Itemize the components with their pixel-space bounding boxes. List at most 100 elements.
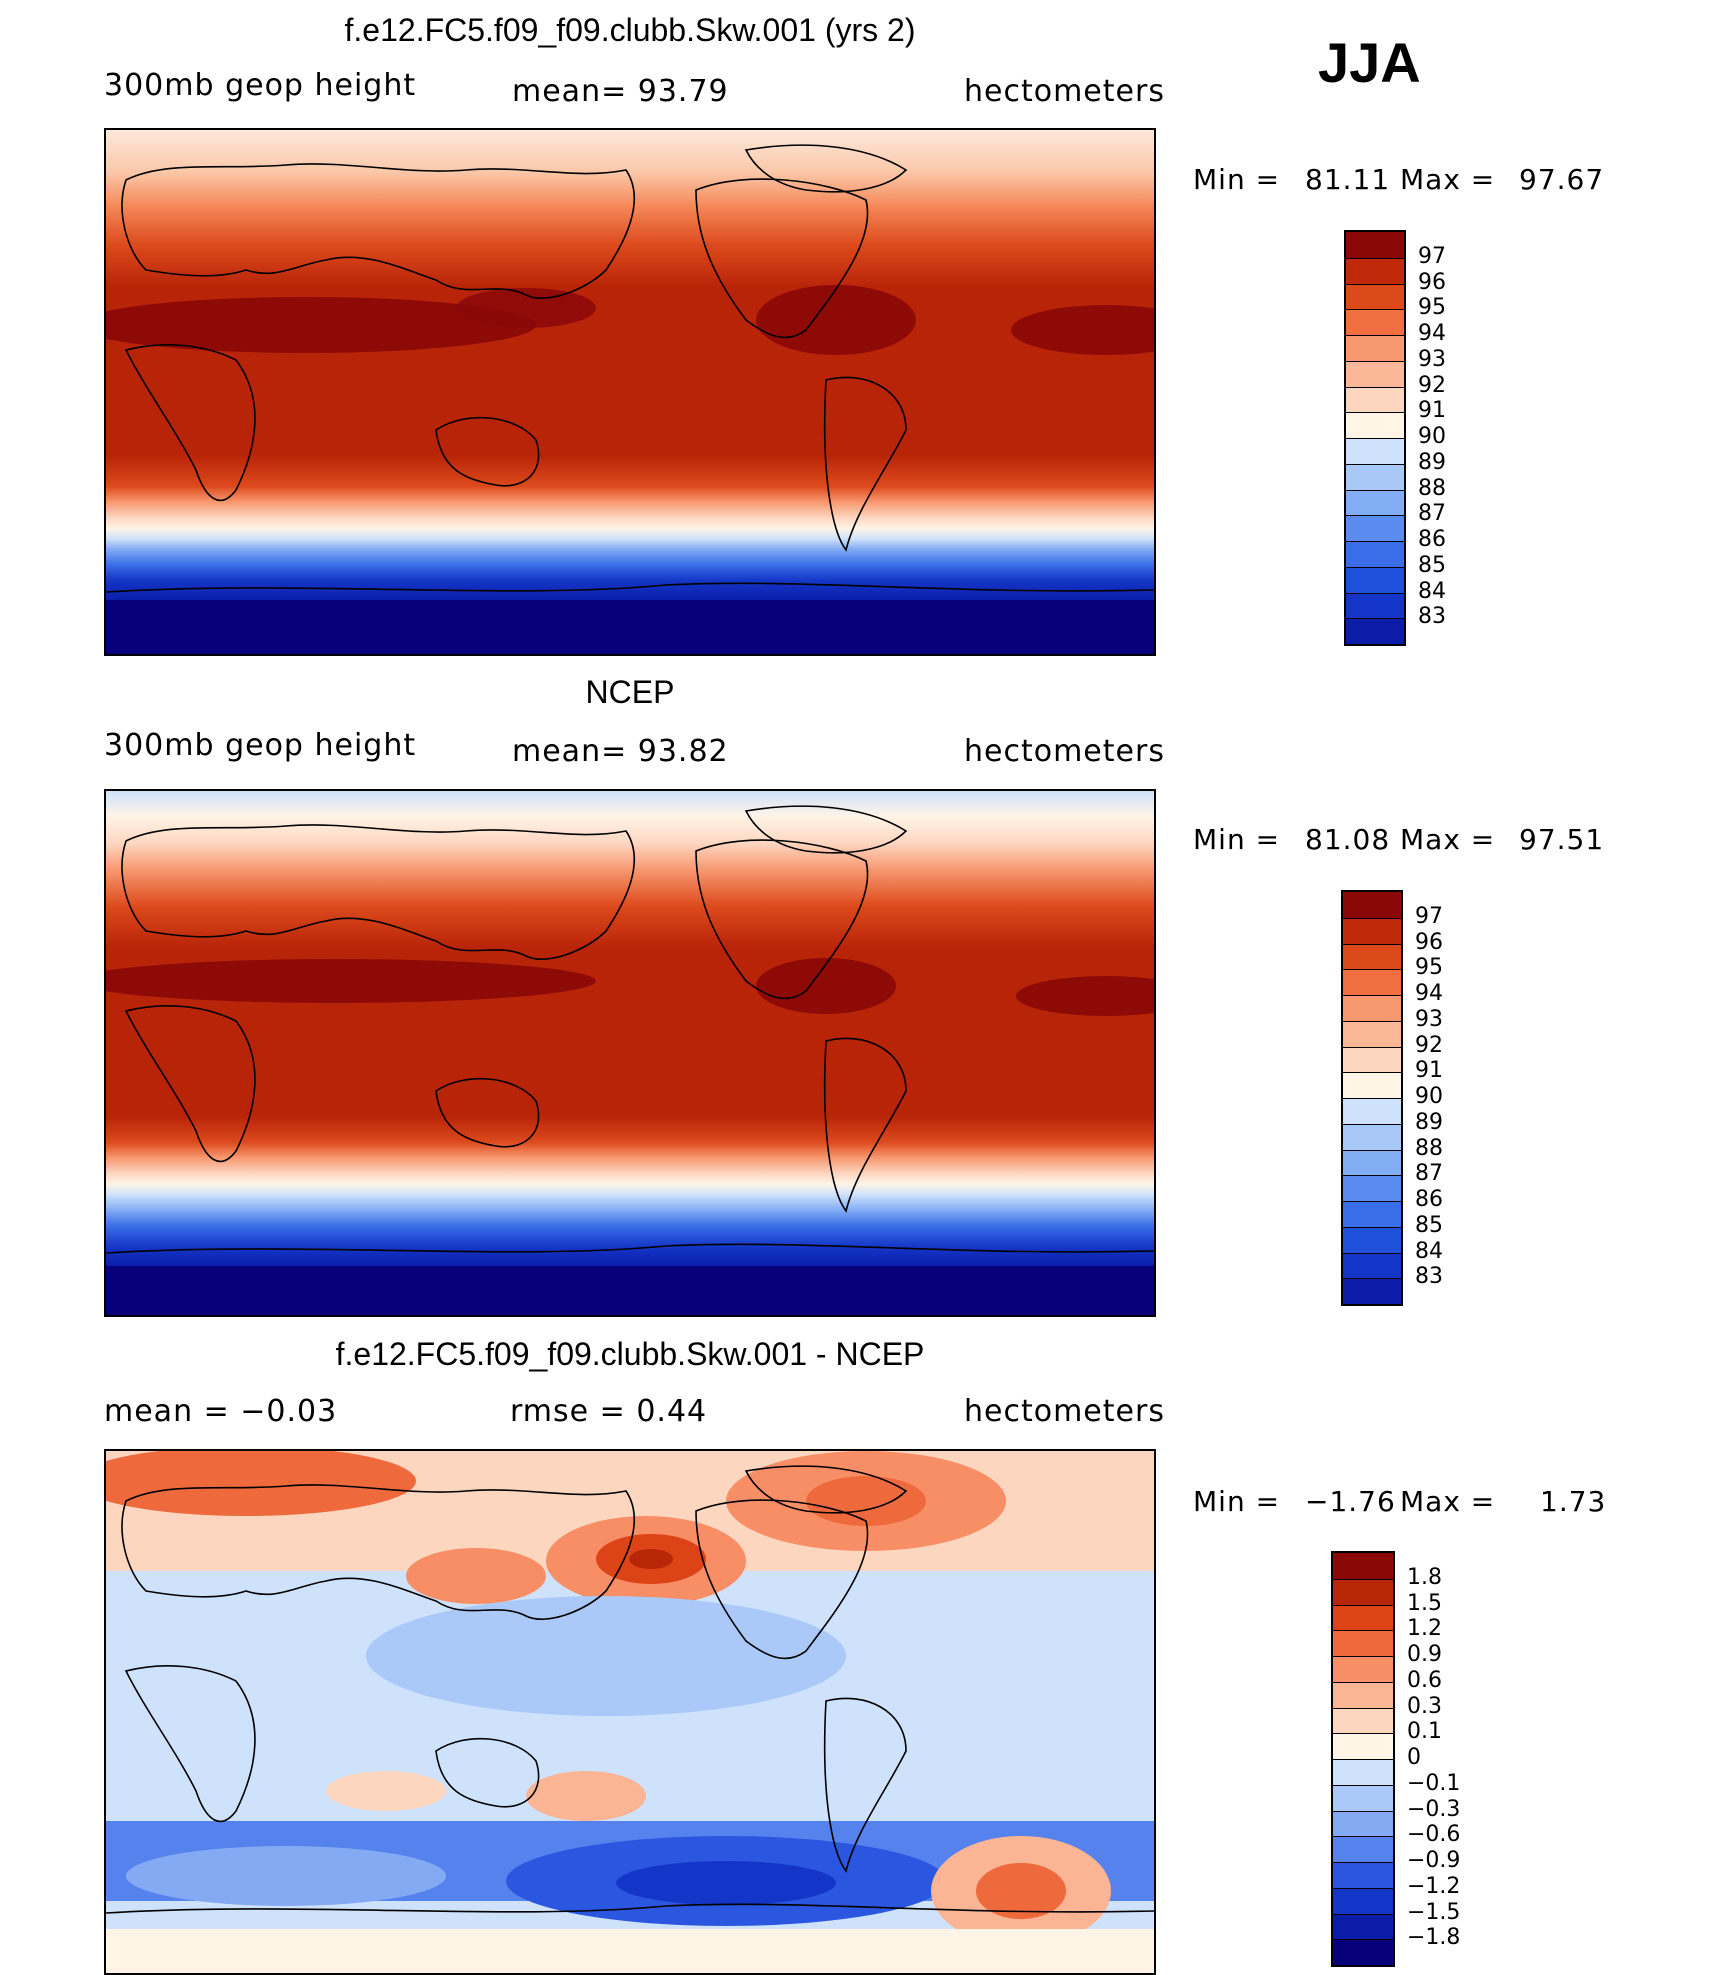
colorbar-tick-label: 0.1 <box>1407 1719 1442 1745</box>
colorbar-tick-label: 92 <box>1415 1032 1443 1058</box>
panel3-min-label: Min = <box>1193 1485 1281 1518</box>
colorbar-tick-label: −0.6 <box>1407 1822 1461 1848</box>
colorbar-tick-label: 87 <box>1415 1161 1443 1187</box>
colorbar-tick-label: 88 <box>1418 475 1446 501</box>
colorbar-tick-label: −0.3 <box>1407 1796 1461 1822</box>
panel1-variable-label: 300mb geop height <box>104 68 417 103</box>
panel3-pos-indian <box>326 1771 446 1811</box>
colorbar-tick-label: 93 <box>1418 346 1446 372</box>
colorbar-cell <box>1346 283 1404 310</box>
colorbar-tick-label: 86 <box>1415 1187 1443 1212</box>
panel3-colorbar <box>1331 1551 1395 1967</box>
colorbar-cell <box>1343 1123 1401 1150</box>
colorbar-tick-label: 0.3 <box>1407 1693 1442 1719</box>
panel2-field <box>106 791 1154 1315</box>
colorbar-tick-label: 92 <box>1418 372 1446 398</box>
colorbar-tick-label: −0.1 <box>1407 1770 1461 1796</box>
colorbar-tick-label: 95 <box>1415 955 1443 981</box>
colorbar-cell <box>1346 309 1404 335</box>
colorbar-tick-label: 1.8 <box>1407 1564 1442 1590</box>
panel2-coastlines <box>106 805 1154 1254</box>
colorbar-cell <box>1346 438 1404 464</box>
colorbar-tick-label: 84 <box>1415 1238 1443 1264</box>
panel2-title: NCEP <box>585 674 675 710</box>
colorbar-cell <box>1343 943 1401 970</box>
colorbar-cell <box>1346 592 1404 619</box>
panel1-high-pacific <box>456 288 596 328</box>
colorbar-cell <box>1343 1072 1401 1098</box>
panel3-coastlines <box>106 1465 1154 1914</box>
colorbar-tick-label: 97 <box>1415 903 1443 929</box>
panel1-title: f.e12.FC5.f09_f09.clubb.Skw.001 (yrs 2) <box>344 12 916 48</box>
colorbar-cell <box>1333 1733 1393 1759</box>
colorbar-tick-label: 1.5 <box>1407 1590 1442 1616</box>
panel1-field <box>106 130 1154 654</box>
colorbar-tick-label: 1.2 <box>1407 1616 1442 1642</box>
colorbar-tick-label: 85 <box>1415 1212 1443 1238</box>
panel1-map-svg <box>106 130 1154 654</box>
colorbar-tick-label: 93 <box>1415 1006 1443 1032</box>
panel1-min-label: Min = <box>1193 163 1281 196</box>
colorbar-tick-label: 96 <box>1415 929 1443 955</box>
colorbar-tick-label: 96 <box>1418 269 1446 295</box>
colorbar-cell <box>1343 917 1401 944</box>
colorbar-cell <box>1346 232 1404 258</box>
panel1-mean-label: mean= 93.79 <box>512 74 729 109</box>
colorbar-cell <box>1333 1913 1393 1940</box>
panel1-map <box>104 128 1156 656</box>
colorbar-cell <box>1343 1020 1401 1047</box>
panel2-units-label: hectometers <box>964 734 1165 769</box>
panel1-colorbar <box>1344 230 1406 646</box>
panel3-min-value: −1.76 <box>1305 1485 1396 1518</box>
colorbar-tick-label: 85 <box>1418 552 1446 578</box>
colorbar-tick-label: 94 <box>1418 321 1446 346</box>
panel3-pos-canada <box>806 1476 926 1526</box>
colorbar-tick-label: 95 <box>1418 295 1446 321</box>
colorbar-tick-label: 89 <box>1415 1109 1443 1135</box>
colorbar-cell <box>1333 1578 1393 1605</box>
panel1-min-value: 81.11 <box>1305 163 1391 196</box>
panel2-antarctic <box>106 1266 1154 1315</box>
panel1-high-atlantic <box>1011 305 1154 355</box>
panel2-map-svg <box>106 791 1154 1315</box>
colorbar-cell <box>1333 1887 1393 1914</box>
colorbar-tick-label: 0 <box>1407 1745 1421 1770</box>
colorbar-cell <box>1333 1553 1393 1579</box>
panel3-units-label: hectometers <box>964 1394 1165 1429</box>
panel3-title: f.e12.FC5.f09_f09.clubb.Skw.001 - NCEP <box>335 1336 925 1372</box>
colorbar-cell <box>1343 1226 1401 1253</box>
panel3-pos-core <box>629 1549 673 1569</box>
panel3-neg-min <box>616 1861 836 1905</box>
panel1-max-label: Max = <box>1400 163 1496 196</box>
panel2-min-value: 81.08 <box>1305 823 1391 856</box>
colorbar-tick-label: 90 <box>1418 424 1446 449</box>
panel3-max-label: Max = <box>1400 1485 1496 1518</box>
panel1-coastlines <box>106 144 1154 593</box>
panel3-rmse-label: rmse = 0.44 <box>510 1394 708 1429</box>
colorbar-cell <box>1333 1784 1393 1811</box>
colorbar-tick-label: −1.5 <box>1407 1899 1461 1925</box>
colorbar-cell <box>1343 995 1401 1021</box>
panel2-colorbar <box>1341 890 1403 1306</box>
panel3-neg-indian-south <box>126 1846 446 1906</box>
colorbar-tick-label: −1.8 <box>1407 1925 1461 1951</box>
colorbar-cell <box>1346 618 1404 644</box>
colorbar-cell <box>1346 463 1404 490</box>
colorbar-tick-label: 83 <box>1415 1264 1443 1290</box>
colorbar-tick-label: 0.9 <box>1407 1642 1442 1667</box>
colorbar-tick-label: 86 <box>1418 527 1446 552</box>
panel3-pos-south-atlantic-core <box>976 1863 1066 1919</box>
panel2-max-value: 97.51 <box>1519 823 1605 856</box>
panel1-antarctic <box>106 600 1154 654</box>
colorbar-tick-label: 91 <box>1415 1058 1443 1084</box>
panel2-high-asia <box>106 959 596 1003</box>
season-label: JJA <box>1318 31 1421 94</box>
colorbar-tick-label: 94 <box>1415 981 1443 1006</box>
colorbar-cell <box>1346 386 1404 413</box>
colorbar-tick-label: −1.2 <box>1407 1873 1461 1899</box>
panel3-mean-label: mean = −0.03 <box>104 1394 338 1429</box>
panel3-pos-tasman <box>526 1771 646 1821</box>
colorbar-tick-label: 0.6 <box>1407 1667 1442 1693</box>
colorbar-cell <box>1343 969 1401 995</box>
colorbar-cell <box>1333 1759 1393 1785</box>
